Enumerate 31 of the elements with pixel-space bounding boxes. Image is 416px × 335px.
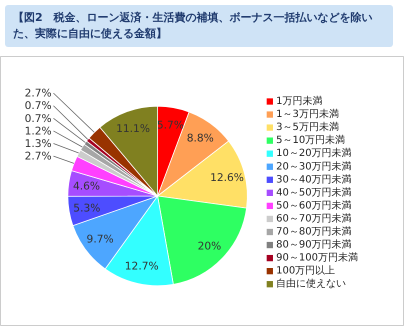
legend-label: 60～70万円未満 — [276, 212, 352, 224]
data-label: 12.6% — [210, 170, 244, 184]
data-label: 4.6% — [72, 179, 100, 192]
legend-label: 70～80万円未満 — [276, 226, 352, 238]
data-label: 0.7% — [24, 112, 52, 125]
chart-title: 【図2 税金、ローン返済・生活費の補填、ボーナス一括払いなどを除いた、実際に自由に使える金額】 — [13, 10, 374, 42]
legend-label: 90～100万円未満 — [276, 252, 358, 264]
data-label: 1.3% — [24, 137, 52, 150]
legend-label: 10～20万円未満 — [276, 147, 352, 160]
data-label: 1.2% — [24, 124, 52, 138]
legend-label: 3～5万円未満 — [276, 121, 339, 134]
data-label: 8.8% — [186, 132, 214, 145]
data-label: 5.3% — [73, 202, 100, 215]
legend-label: 50～60万円未満 — [276, 199, 352, 212]
legend-label: 30～40万円未満 — [276, 173, 352, 186]
legend-label: 20～30万円未満 — [276, 160, 352, 172]
legend-label: 5～10万円未満 — [276, 134, 346, 146]
data-label: 2.7% — [24, 150, 52, 163]
legend-label: 自由に使えない — [276, 278, 346, 290]
data-label: 20% — [198, 239, 222, 252]
legend-label: 1万円未満 — [276, 95, 322, 107]
legend-label: 100万円以上 — [276, 264, 336, 277]
legend-label: 40～50万円未満 — [276, 186, 352, 198]
data-label: 5.7% — [156, 118, 184, 132]
data-label: 12.7% — [124, 260, 159, 273]
data-label: 11.1% — [116, 122, 150, 135]
data-label: 2.7% — [24, 86, 52, 100]
legend-label: 80～90万円未満 — [276, 238, 352, 251]
data-label: 0.7% — [24, 99, 52, 112]
data-label: 9.7% — [86, 232, 114, 246]
legend-label: 1～3万円未満 — [276, 108, 339, 120]
